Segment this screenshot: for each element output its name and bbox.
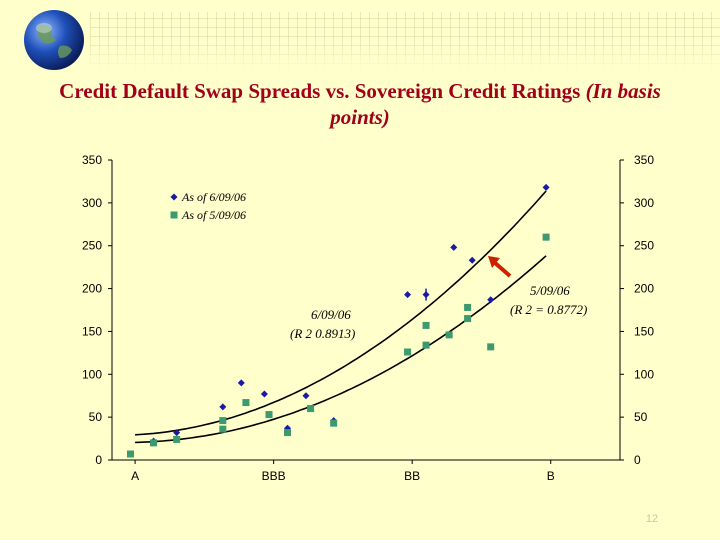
chart-title: Credit Default Swap Spreads vs. Sovereig… (40, 78, 680, 130)
data-point (126, 450, 134, 458)
data-point (464, 315, 472, 323)
x-tick-label: A (131, 469, 139, 483)
y-tick-label-left: 150 (82, 324, 102, 338)
data-point (219, 425, 227, 433)
data-point (173, 435, 181, 443)
y-tick-label-left: 50 (89, 410, 103, 424)
y-tick-label-left: 250 (82, 239, 102, 253)
data-point (542, 183, 550, 191)
data-point (307, 405, 315, 413)
data-point (150, 439, 158, 447)
y-tick-label-left: 350 (82, 153, 102, 167)
arrow-head-icon (488, 256, 500, 268)
legend-entry: As of 6/09/06 (181, 190, 246, 204)
trend-label-0509: 5/09/06 (530, 283, 570, 298)
data-point (422, 341, 430, 349)
data-point (283, 429, 291, 437)
legend-entry: As of 5/09/06 (181, 208, 246, 222)
y-tick-label-left: 100 (82, 367, 102, 381)
data-point (302, 392, 310, 400)
data-point (487, 296, 495, 304)
data-point (265, 411, 273, 419)
title-italic: (In basis points) (330, 79, 661, 129)
y-tick-label-left: 0 (95, 453, 102, 467)
data-point (445, 331, 453, 339)
x-tick-label: B (547, 469, 555, 483)
y-tick-label-right: 0 (634, 453, 641, 467)
data-point (237, 379, 245, 387)
globe-icon (24, 10, 84, 70)
y-tick-label-left: 300 (82, 196, 102, 210)
header-banner (24, 10, 720, 70)
trend-r2-0509: (R 2 = 0.8772) (510, 302, 587, 317)
title-main: Credit Default Swap Spreads vs. Sovereig… (59, 79, 581, 103)
data-point (450, 243, 458, 251)
data-point (404, 291, 412, 299)
y-tick-label-right: 200 (634, 282, 654, 296)
data-point (422, 321, 430, 329)
x-tick-label: BBB (262, 469, 286, 483)
arrow-icon (492, 260, 512, 278)
legend-marker (170, 193, 178, 201)
y-tick-label-right: 150 (634, 324, 654, 338)
y-tick-label-right: 250 (634, 239, 654, 253)
legend-marker (170, 211, 178, 219)
trend-label-0609: 6/09/06 (311, 307, 351, 322)
trendline-1 (135, 255, 547, 444)
trend-r2-0609: (R 2 0.8913) (290, 326, 355, 341)
data-point (464, 303, 472, 311)
data-point (173, 429, 181, 437)
trendline-0 (135, 190, 547, 436)
data-point (330, 419, 338, 427)
data-point (260, 390, 268, 398)
data-point (404, 348, 412, 356)
data-point (219, 403, 227, 411)
y-tick-label-right: 350 (634, 153, 654, 167)
y-tick-label-left: 200 (82, 282, 102, 296)
y-tick-label-right: 300 (634, 196, 654, 210)
data-point (242, 399, 250, 407)
data-point (487, 343, 495, 351)
data-point (542, 233, 550, 241)
y-tick-label-right: 100 (634, 367, 654, 381)
y-tick-label-right: 50 (634, 410, 648, 424)
data-point (468, 256, 476, 264)
data-point (219, 417, 227, 425)
x-tick-label: BB (404, 469, 420, 483)
page-number: 12 (646, 513, 658, 525)
